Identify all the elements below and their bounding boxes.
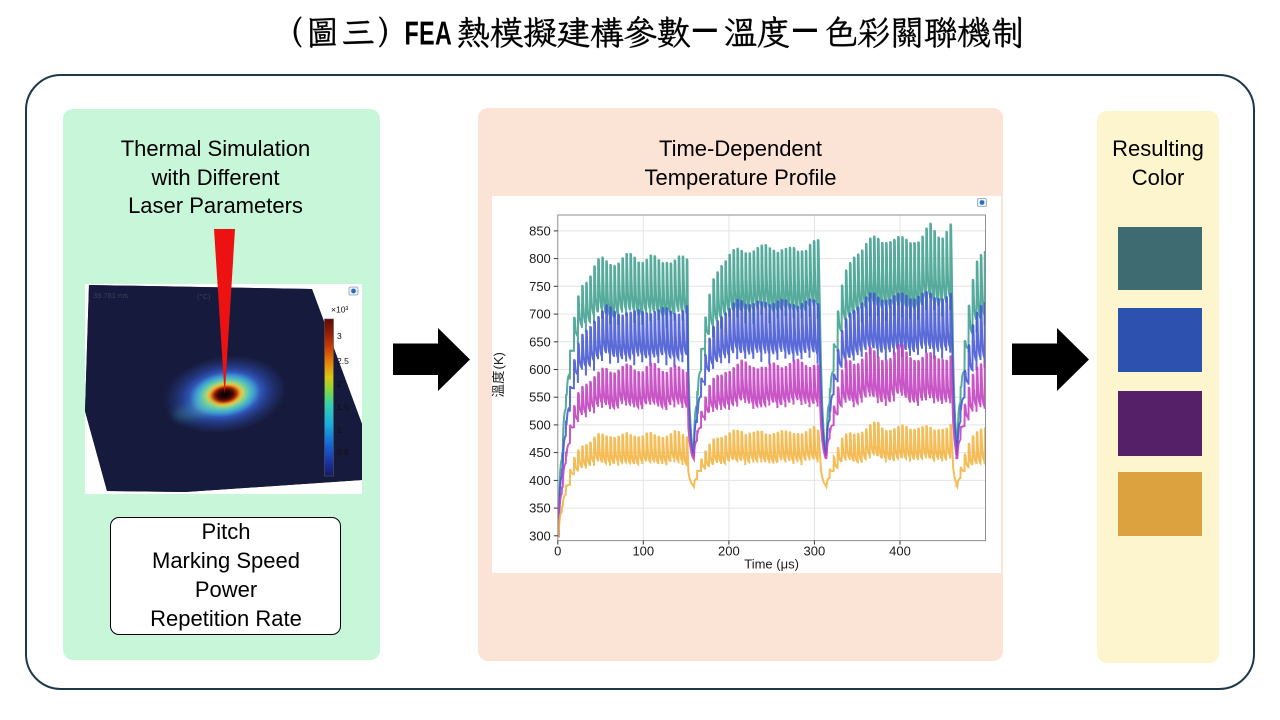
svg-text:100: 100 xyxy=(632,544,654,559)
svg-text:0.5: 0.5 xyxy=(337,447,349,457)
svg-text:600: 600 xyxy=(529,362,551,377)
svg-text:0: 0 xyxy=(554,544,561,559)
svg-text:3: 3 xyxy=(337,331,342,341)
svg-text:(°C): (°C) xyxy=(197,292,211,301)
svg-text:300: 300 xyxy=(804,544,826,559)
svg-text:39.781 ms: 39.781 ms xyxy=(93,291,128,300)
svg-text:(K): (K) xyxy=(492,352,506,369)
svg-text:1: 1 xyxy=(337,425,342,435)
svg-text:400: 400 xyxy=(529,473,551,488)
svg-text:750: 750 xyxy=(529,279,551,294)
svg-text:Time (μs): Time (μs) xyxy=(744,557,799,572)
svg-text:2: 2 xyxy=(337,379,342,389)
svg-text:500: 500 xyxy=(529,417,551,432)
svg-text:650: 650 xyxy=(529,334,551,349)
svg-text:200: 200 xyxy=(718,544,740,559)
svg-text:800: 800 xyxy=(529,251,551,266)
svg-text:450: 450 xyxy=(529,445,551,460)
svg-text:700: 700 xyxy=(529,307,551,322)
svg-text:2.5: 2.5 xyxy=(337,356,349,366)
svg-text:850: 850 xyxy=(529,223,551,238)
svg-text:1.5: 1.5 xyxy=(337,402,349,412)
svg-text:×10³: ×10³ xyxy=(331,305,348,315)
svg-text:350: 350 xyxy=(529,501,551,516)
svg-text:300: 300 xyxy=(529,528,551,543)
svg-text:400: 400 xyxy=(889,544,911,559)
svg-text:550: 550 xyxy=(529,390,551,405)
